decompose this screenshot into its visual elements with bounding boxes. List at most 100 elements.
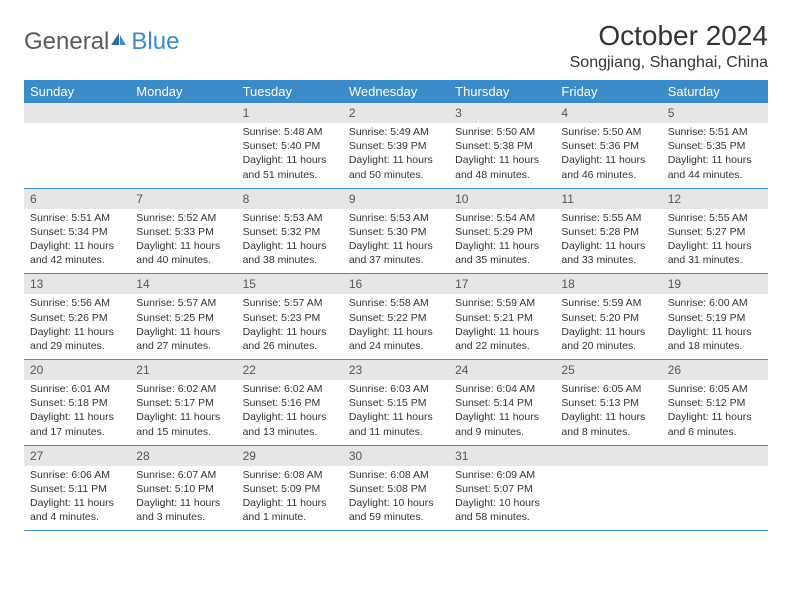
sunrise-text: Sunrise: 5:55 AM — [561, 211, 655, 225]
day-number: 5 — [662, 103, 768, 123]
day-number — [130, 103, 236, 123]
day-number: 27 — [24, 446, 130, 466]
daylight-text: Daylight: 11 hours and 44 minutes. — [668, 153, 762, 181]
sunset-text: Sunset: 5:27 PM — [668, 225, 762, 239]
calendar-cell: 27Sunrise: 6:06 AMSunset: 5:11 PMDayligh… — [24, 445, 130, 531]
sunrise-text: Sunrise: 5:58 AM — [349, 296, 443, 310]
daylight-text: Daylight: 11 hours and 35 minutes. — [455, 239, 549, 267]
sunset-text: Sunset: 5:22 PM — [349, 311, 443, 325]
day-number: 14 — [130, 274, 236, 294]
day-number: 18 — [555, 274, 661, 294]
sunrise-text: Sunrise: 6:01 AM — [30, 382, 124, 396]
day-details: Sunrise: 5:50 AMSunset: 5:36 PMDaylight:… — [555, 123, 661, 188]
sunrise-text: Sunrise: 6:08 AM — [243, 468, 337, 482]
daylight-text: Daylight: 11 hours and 40 minutes. — [136, 239, 230, 267]
sunset-text: Sunset: 5:15 PM — [349, 396, 443, 410]
sail-icon — [109, 31, 129, 47]
day-details: Sunrise: 5:49 AMSunset: 5:39 PMDaylight:… — [343, 123, 449, 188]
title-block: October 2024 Songjiang, Shanghai, China — [570, 20, 768, 72]
daylight-text: Daylight: 11 hours and 37 minutes. — [349, 239, 443, 267]
calendar-cell: 2Sunrise: 5:49 AMSunset: 5:39 PMDaylight… — [343, 103, 449, 188]
day-details: Sunrise: 6:08 AMSunset: 5:08 PMDaylight:… — [343, 466, 449, 531]
day-number: 28 — [130, 446, 236, 466]
weekday-header-row: Sunday Monday Tuesday Wednesday Thursday… — [24, 80, 768, 103]
sunrise-text: Sunrise: 5:53 AM — [243, 211, 337, 225]
calendar-week-row: 13Sunrise: 5:56 AMSunset: 5:26 PMDayligh… — [24, 274, 768, 360]
daylight-text: Daylight: 11 hours and 31 minutes. — [668, 239, 762, 267]
weekday-header: Monday — [130, 80, 236, 103]
day-number: 21 — [130, 360, 236, 380]
calendar-week-row: 6Sunrise: 5:51 AMSunset: 5:34 PMDaylight… — [24, 188, 768, 274]
daylight-text: Daylight: 11 hours and 51 minutes. — [243, 153, 337, 181]
calendar-week-row: 27Sunrise: 6:06 AMSunset: 5:11 PMDayligh… — [24, 445, 768, 531]
logo: General Blue — [24, 28, 179, 56]
calendar-cell: 11Sunrise: 5:55 AMSunset: 5:28 PMDayligh… — [555, 188, 661, 274]
weekday-header: Tuesday — [237, 80, 343, 103]
sunset-text: Sunset: 5:18 PM — [30, 396, 124, 410]
sunrise-text: Sunrise: 5:50 AM — [455, 125, 549, 139]
day-details: Sunrise: 5:58 AMSunset: 5:22 PMDaylight:… — [343, 294, 449, 359]
sunrise-text: Sunrise: 5:53 AM — [349, 211, 443, 225]
sunrise-text: Sunrise: 6:03 AM — [349, 382, 443, 396]
day-number: 15 — [237, 274, 343, 294]
day-details: Sunrise: 5:59 AMSunset: 5:20 PMDaylight:… — [555, 294, 661, 359]
weekday-header: Sunday — [24, 80, 130, 103]
weekday-header: Wednesday — [343, 80, 449, 103]
day-details: Sunrise: 6:02 AMSunset: 5:17 PMDaylight:… — [130, 380, 236, 445]
calendar-cell: 19Sunrise: 6:00 AMSunset: 5:19 PMDayligh… — [662, 274, 768, 360]
sunset-text: Sunset: 5:36 PM — [561, 139, 655, 153]
day-details — [130, 123, 236, 183]
sunrise-text: Sunrise: 5:57 AM — [243, 296, 337, 310]
calendar-cell: 18Sunrise: 5:59 AMSunset: 5:20 PMDayligh… — [555, 274, 661, 360]
sunset-text: Sunset: 5:32 PM — [243, 225, 337, 239]
day-number — [555, 446, 661, 466]
sunrise-text: Sunrise: 6:05 AM — [561, 382, 655, 396]
day-details: Sunrise: 5:55 AMSunset: 5:27 PMDaylight:… — [662, 209, 768, 274]
sunrise-text: Sunrise: 5:52 AM — [136, 211, 230, 225]
calendar-cell: 14Sunrise: 5:57 AMSunset: 5:25 PMDayligh… — [130, 274, 236, 360]
day-number: 9 — [343, 189, 449, 209]
daylight-text: Daylight: 11 hours and 4 minutes. — [30, 496, 124, 524]
calendar-cell: 23Sunrise: 6:03 AMSunset: 5:15 PMDayligh… — [343, 360, 449, 446]
day-number: 8 — [237, 189, 343, 209]
day-details: Sunrise: 5:51 AMSunset: 5:35 PMDaylight:… — [662, 123, 768, 188]
sunset-text: Sunset: 5:13 PM — [561, 396, 655, 410]
calendar-week-row: 1Sunrise: 5:48 AMSunset: 5:40 PMDaylight… — [24, 103, 768, 188]
day-number: 13 — [24, 274, 130, 294]
day-number: 17 — [449, 274, 555, 294]
calendar-cell: 6Sunrise: 5:51 AMSunset: 5:34 PMDaylight… — [24, 188, 130, 274]
sunrise-text: Sunrise: 6:00 AM — [668, 296, 762, 310]
weekday-header: Saturday — [662, 80, 768, 103]
location-text: Songjiang, Shanghai, China — [570, 54, 768, 72]
sunset-text: Sunset: 5:10 PM — [136, 482, 230, 496]
calendar-cell: 22Sunrise: 6:02 AMSunset: 5:16 PMDayligh… — [237, 360, 343, 446]
sunrise-text: Sunrise: 6:08 AM — [349, 468, 443, 482]
calendar-cell: 31Sunrise: 6:09 AMSunset: 5:07 PMDayligh… — [449, 445, 555, 531]
calendar-cell: 29Sunrise: 6:08 AMSunset: 5:09 PMDayligh… — [237, 445, 343, 531]
sunrise-text: Sunrise: 6:02 AM — [243, 382, 337, 396]
weekday-header: Thursday — [449, 80, 555, 103]
daylight-text: Daylight: 11 hours and 22 minutes. — [455, 325, 549, 353]
sunset-text: Sunset: 5:21 PM — [455, 311, 549, 325]
daylight-text: Daylight: 11 hours and 9 minutes. — [455, 410, 549, 438]
calendar-cell: 17Sunrise: 5:59 AMSunset: 5:21 PMDayligh… — [449, 274, 555, 360]
daylight-text: Daylight: 11 hours and 38 minutes. — [243, 239, 337, 267]
calendar-cell: 28Sunrise: 6:07 AMSunset: 5:10 PMDayligh… — [130, 445, 236, 531]
day-number: 23 — [343, 360, 449, 380]
calendar-cell: 20Sunrise: 6:01 AMSunset: 5:18 PMDayligh… — [24, 360, 130, 446]
daylight-text: Daylight: 11 hours and 8 minutes. — [561, 410, 655, 438]
day-number: 29 — [237, 446, 343, 466]
day-details: Sunrise: 5:59 AMSunset: 5:21 PMDaylight:… — [449, 294, 555, 359]
day-number: 30 — [343, 446, 449, 466]
day-details: Sunrise: 6:01 AMSunset: 5:18 PMDaylight:… — [24, 380, 130, 445]
sunset-text: Sunset: 5:16 PM — [243, 396, 337, 410]
sunset-text: Sunset: 5:25 PM — [136, 311, 230, 325]
sunrise-text: Sunrise: 5:59 AM — [455, 296, 549, 310]
sunrise-text: Sunrise: 6:09 AM — [455, 468, 549, 482]
daylight-text: Daylight: 11 hours and 6 minutes. — [668, 410, 762, 438]
day-number: 22 — [237, 360, 343, 380]
day-number: 25 — [555, 360, 661, 380]
day-details: Sunrise: 6:02 AMSunset: 5:16 PMDaylight:… — [237, 380, 343, 445]
day-number: 4 — [555, 103, 661, 123]
page-title: October 2024 — [570, 20, 768, 52]
